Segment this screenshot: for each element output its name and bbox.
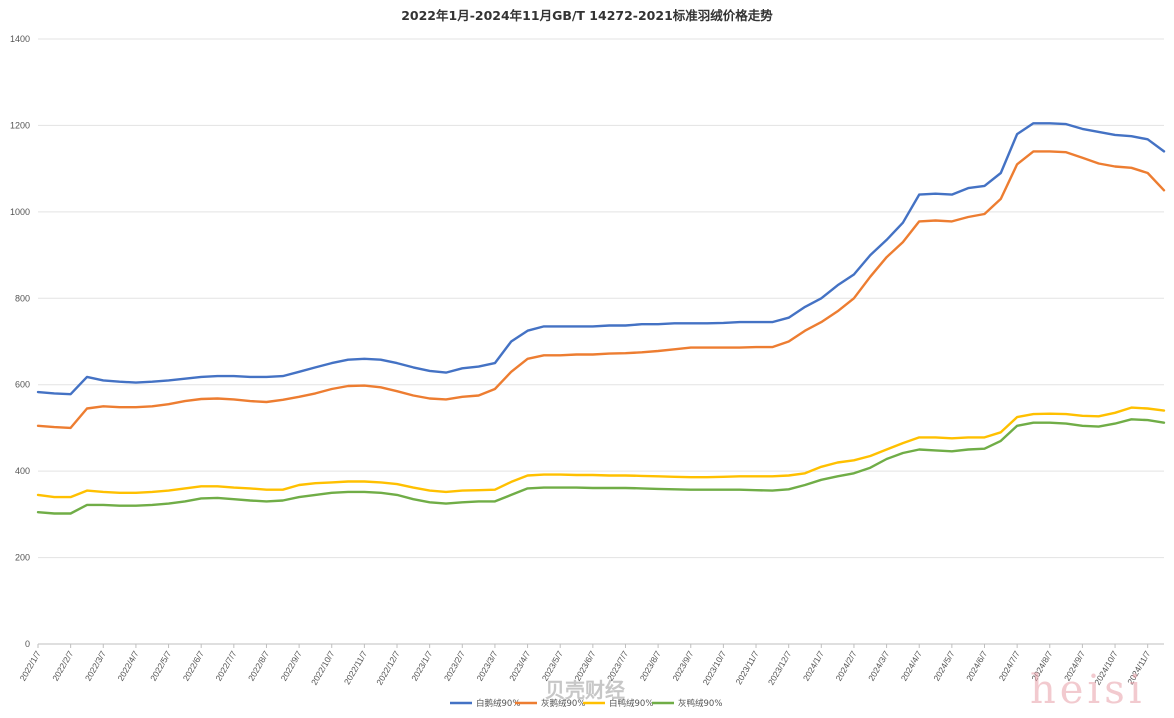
legend-label: 灰鸭绒90% [678,698,722,709]
legend-label: 白鹅绒90% [476,698,520,709]
x-tick-label: 2022/12/7 [374,649,402,687]
x-tick-label: 2024/2/7 [833,649,858,683]
x-tick-label: 2023/11/7 [734,649,761,686]
x-tick-label: 2023/10/7 [701,649,729,687]
watermark-text: 贝壳财经 [545,678,625,702]
x-tick-label: 2023/12/7 [766,649,794,687]
y-tick-label: 1000 [10,207,30,217]
data-series [36,122,1166,515]
x-tick-label: 2022/9/7 [279,649,304,683]
series-line-1 [36,122,1166,396]
x-tick-label: 2024/7/7 [997,649,1022,683]
watermark: 贝壳财经 heisi [545,667,1146,713]
chart-title: 2022年1月-2024年11月GB/T 14272-2021标准羽绒价格走势 [401,8,773,23]
x-tick-label: 2023/8/7 [638,649,663,683]
y-tick-label: 400 [15,466,30,476]
x-tick-label: 2024/5/7 [931,649,956,683]
x-tick-label: 2023/4/7 [507,649,532,683]
x-tick-label: 2024/3/7 [866,649,891,683]
x-tick-label: 2022/2/7 [50,649,75,683]
x-tick-label: 2024/6/7 [964,649,989,683]
x-tick-label: 2024/4/7 [899,649,924,683]
x-tick-label: 2023/9/7 [670,649,695,683]
series-line-2 [36,150,1166,430]
y-tick-label: 0 [25,639,30,649]
gridlines [37,38,1164,648]
x-tick-label: 2022/11/7 [342,649,369,686]
x-tick-label: 2024/1/7 [801,649,826,683]
x-tick-label: 2022/10/7 [309,649,337,687]
x-tick-label: 2022/7/7 [213,649,238,683]
y-axis-tick-labels: 0 200 400 600 800 1000 1200 1400 [10,34,30,649]
x-tick-label: 2022/3/7 [83,649,108,683]
x-tick-label: 2022/8/7 [246,649,271,683]
series-line-4 [36,418,1166,515]
legend: 白鹅绒90% 灰鹅绒90% 白鸭绒90% 灰鸭绒90% [450,698,722,709]
y-tick-label: 1400 [10,34,30,44]
x-tick-label: 2022/4/7 [115,649,140,683]
legend-label: 白鸭绒90% [609,698,653,709]
x-tick-label: 2023/3/7 [474,649,499,683]
x-tick-label: 2023/1/7 [409,649,434,683]
series-line-3 [36,406,1166,499]
y-tick-label: 800 [15,293,30,303]
x-tick-label: 2022/1/7 [18,649,43,683]
y-tick-label: 1200 [10,120,30,130]
x-tick-label: 2022/5/7 [148,649,173,683]
y-tick-label: 200 [15,553,30,563]
x-tick-label: 2022/6/7 [181,649,206,683]
signature-watermark: heisi [1030,667,1146,713]
x-tick-label: 2023/2/7 [442,649,467,683]
y-tick-label: 600 [15,380,30,390]
legend-label: 灰鹅绒90% [541,698,585,709]
